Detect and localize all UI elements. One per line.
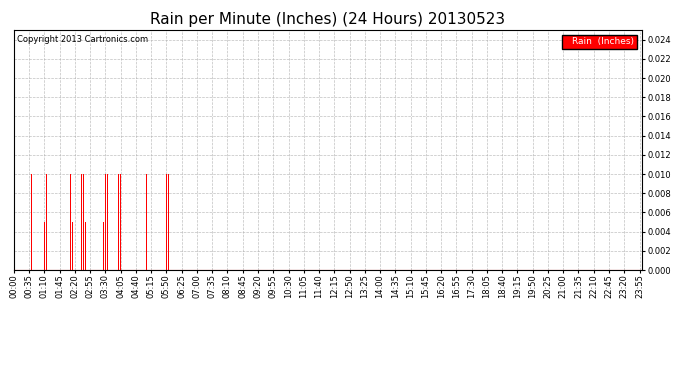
Title: Rain per Minute (Inches) (24 Hours) 20130523: Rain per Minute (Inches) (24 Hours) 2013… [150,12,505,27]
Text: Copyright 2013 Cartronics.com: Copyright 2013 Cartronics.com [17,35,148,44]
Legend: Rain  (Inches): Rain (Inches) [562,34,637,49]
